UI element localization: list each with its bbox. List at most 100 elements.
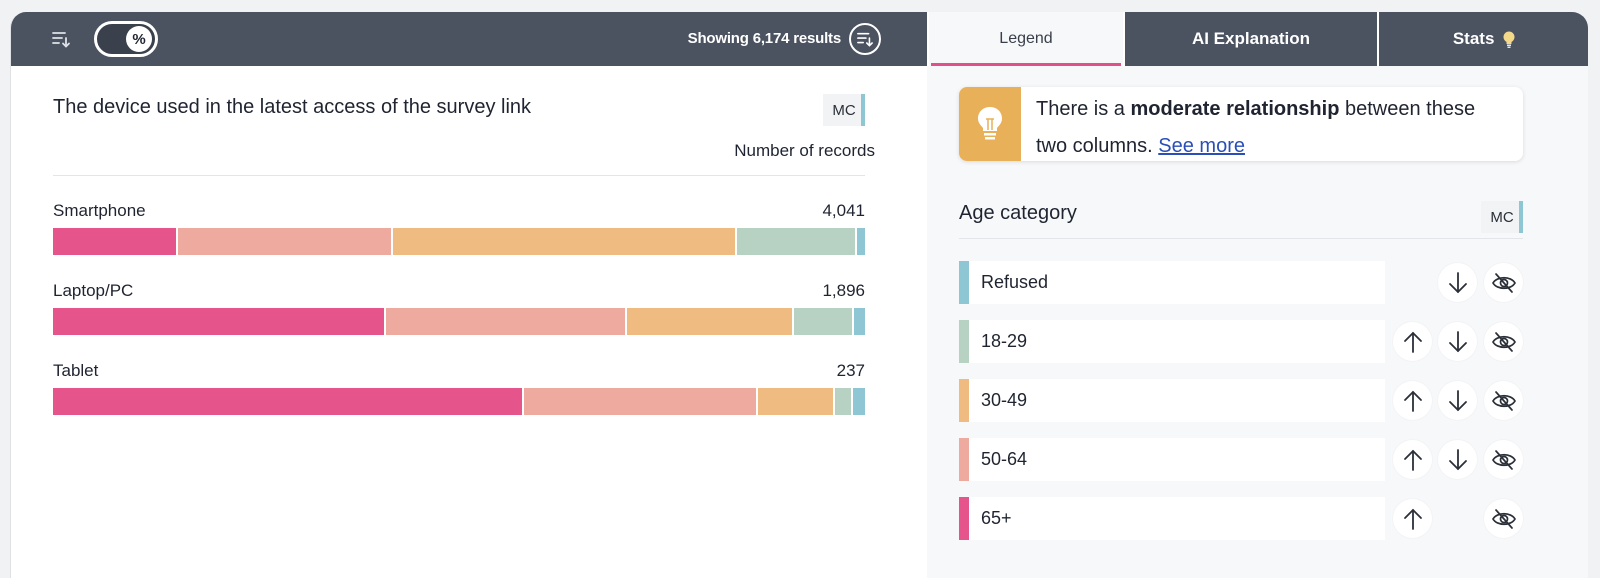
insight-icon-box: [959, 87, 1021, 161]
bar-segment-30-49[interactable]: [393, 228, 735, 255]
move-up-button[interactable]: [1393, 499, 1432, 538]
bar-total-label: 4,041: [822, 201, 865, 220]
insight-suffix: between these two columns.: [1036, 98, 1476, 157]
bar-track: [53, 388, 865, 415]
bar-track: [53, 308, 865, 335]
results-sort-button[interactable]: [849, 23, 881, 55]
results-count: Showing 6,174 results: [687, 30, 842, 47]
bar-segment-18-29[interactable]: [834, 388, 851, 415]
arrow-down-icon: [1448, 271, 1467, 293]
app-frame: % Showing 6,174 results Legend AI Explan…: [10, 12, 1588, 578]
chart-title: The device used in the latest access of …: [53, 96, 532, 118]
arrow-up-icon: [1403, 449, 1422, 471]
bar-segment-65-[interactable]: [53, 228, 177, 255]
arrow-down-icon: [1448, 389, 1467, 411]
legend-item-label[interactable]: 30-49: [969, 379, 1385, 422]
bar-track: [53, 228, 865, 255]
bar-segment-refused[interactable]: [853, 308, 865, 335]
legend-item: Refused: [959, 261, 1523, 304]
legend-color-swatch: [959, 497, 969, 540]
measure-label: Number of records: [734, 141, 875, 160]
lightbulb-icon: [978, 107, 1002, 140]
tab-ai-explanation[interactable]: AI Explanation: [1125, 12, 1377, 66]
bar-total-label: 237: [836, 361, 865, 380]
bar-category-label: Tablet: [53, 361, 99, 380]
move-down-button[interactable]: [1438, 381, 1477, 420]
legend-item-label[interactable]: 18-29: [969, 320, 1385, 363]
move-down-button[interactable]: [1438, 440, 1477, 479]
bar-segment-65-[interactable]: [53, 308, 384, 335]
hide-category-button[interactable]: [1484, 440, 1523, 479]
legend-color-swatch: [959, 320, 969, 363]
percent-toggle-knob: %: [126, 26, 152, 52]
arrow-up-icon: [1403, 390, 1422, 412]
bar-segment-18-29[interactable]: [736, 228, 855, 255]
move-up-button[interactable]: [1393, 381, 1432, 420]
legend-item: 65+: [959, 497, 1523, 540]
legend-item: 50-64: [959, 438, 1523, 481]
see-more-link[interactable]: See more: [1158, 135, 1245, 157]
legend-item: 30-49: [959, 379, 1523, 422]
hide-category-button[interactable]: [1484, 322, 1523, 361]
legend-title: Age category: [959, 202, 1077, 224]
tab-ai-explanation-label: AI Explanation: [1191, 29, 1311, 48]
bar-segment-50-64[interactable]: [178, 228, 392, 255]
legend-item: 18-29: [959, 320, 1523, 363]
eye-off-icon: [1491, 449, 1516, 470]
move-down-button[interactable]: [1438, 322, 1477, 361]
bar-category-label: Smartphone: [53, 201, 146, 220]
hide-category-button[interactable]: [1484, 263, 1523, 302]
legend-color-swatch: [959, 438, 969, 481]
move-down-button[interactable]: [1438, 263, 1477, 302]
bar-segment-65-[interactable]: [53, 388, 522, 415]
eye-off-icon: [1491, 508, 1516, 529]
arrow-down-icon: [1448, 330, 1467, 352]
arrow-down-icon: [1448, 448, 1467, 470]
bar-row: Smartphone 4,041: [53, 201, 865, 261]
bar-row: Laptop/PC 1,896: [53, 281, 865, 341]
eye-off-icon: [1491, 331, 1516, 352]
legend-item-label[interactable]: 65+: [969, 497, 1385, 540]
legend-type-badge: MC: [1481, 201, 1523, 233]
bar-segment-refused[interactable]: [852, 388, 865, 415]
bar-segment-30-49[interactable]: [627, 308, 793, 335]
hide-category-button[interactable]: [1484, 499, 1523, 538]
legend-divider: [959, 238, 1523, 239]
tab-stats-label: Stats: [1452, 29, 1495, 48]
legend-item-label[interactable]: 50-64: [969, 438, 1385, 481]
arrow-up-icon: [1403, 508, 1422, 530]
bar-segment-50-64[interactable]: [523, 388, 756, 415]
legend-item-label[interactable]: Refused: [969, 261, 1385, 304]
sort-descending-circle-icon: [857, 32, 873, 47]
hide-category-button[interactable]: [1484, 381, 1523, 420]
bar-category-label: Laptop/PC: [53, 281, 134, 300]
lightbulb-icon: [1503, 31, 1515, 48]
legend-panel: There is a moderate relationship between…: [927, 66, 1588, 578]
move-up-button[interactable]: [1393, 322, 1432, 361]
eye-off-icon: [1491, 272, 1516, 293]
insight-card: There is a moderate relationship between…: [959, 87, 1523, 161]
insight-emphasis: moderate relationship: [1130, 98, 1340, 120]
bar-segment-18-29[interactable]: [794, 308, 852, 335]
chart-toolbar: % Showing 6,174 results: [11, 12, 927, 66]
tab-stats[interactable]: Stats: [1379, 12, 1588, 66]
sort-descending-icon: [52, 32, 70, 48]
chart-divider: [53, 175, 865, 176]
bar-segment-refused[interactable]: [856, 228, 865, 255]
chart-panel: The device used in the latest access of …: [11, 66, 927, 578]
tab-legend-label: Legend: [999, 30, 1053, 47]
tab-legend[interactable]: Legend: [929, 12, 1123, 66]
bar-segment-50-64[interactable]: [385, 308, 626, 335]
sort-button[interactable]: [49, 27, 73, 51]
eye-off-icon: [1491, 390, 1516, 411]
insight-prefix: There is a: [1036, 98, 1131, 120]
arrow-up-icon: [1403, 331, 1422, 353]
bar-row: Tablet 237: [53, 361, 865, 421]
move-up-button[interactable]: [1393, 440, 1432, 479]
column-type-badge: MC: [823, 94, 865, 126]
insight-text: There is a moderate relationship between…: [1036, 91, 1507, 161]
bar-segment-30-49[interactable]: [757, 388, 833, 415]
legend-color-swatch: [959, 261, 969, 304]
percent-toggle[interactable]: %: [94, 21, 158, 57]
bar-total-label: 1,896: [822, 281, 865, 300]
